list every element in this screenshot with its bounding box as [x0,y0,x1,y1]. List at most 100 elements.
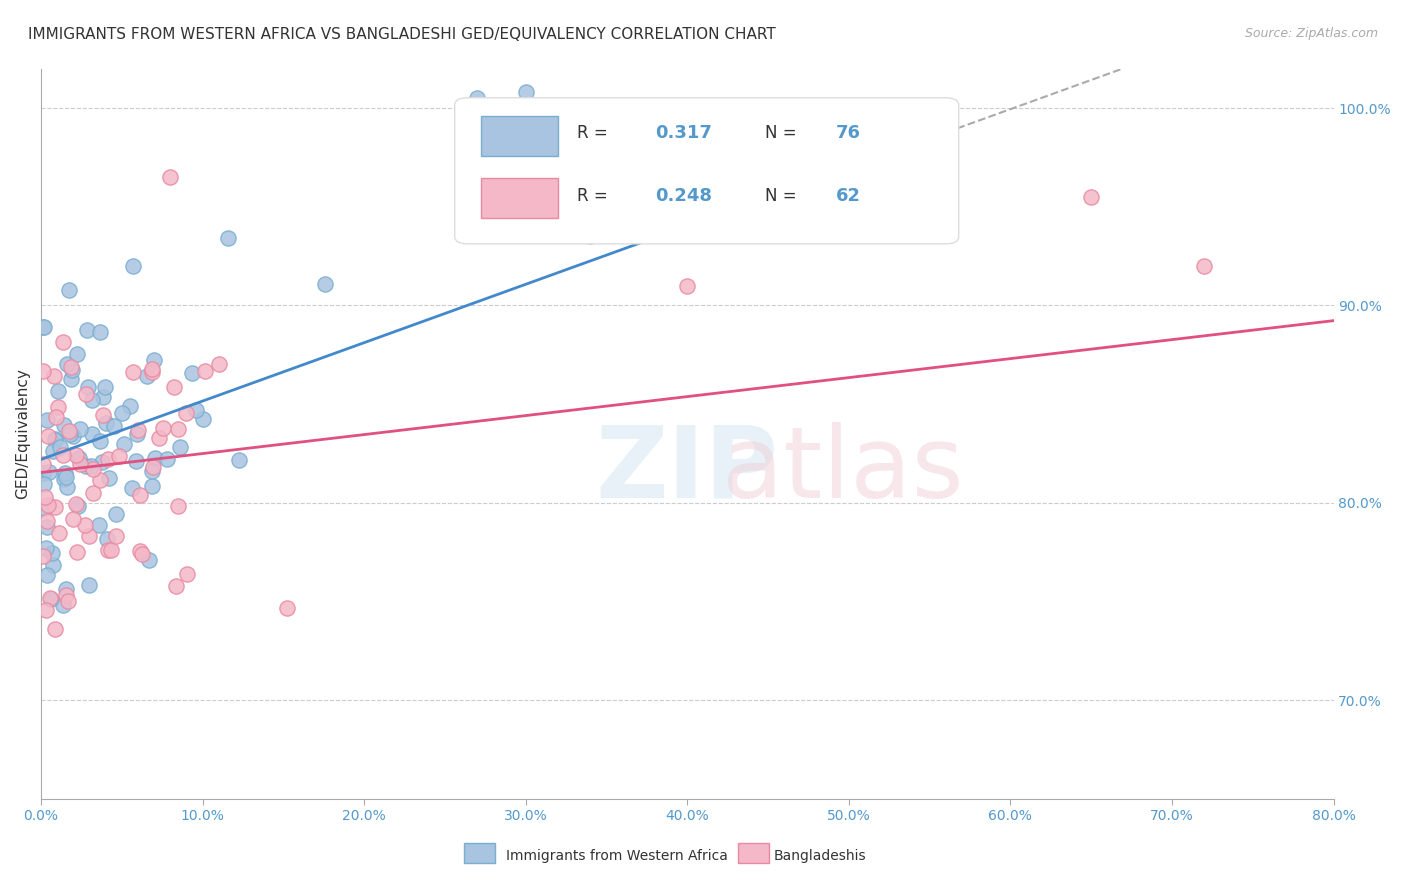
Immigrants from Western Africa [41,546,63,560]
Immigrants from Western Africa [465,91,488,105]
Bangladeshis [159,170,181,185]
Immigrants from Western Africa [120,399,142,413]
Bangladeshis [75,386,97,401]
Bangladeshis [35,514,58,528]
Immigrants from Western Africa [94,416,117,430]
Bangladeshis [89,473,111,487]
Bangladeshis [69,457,91,471]
Immigrants from Western Africa [138,553,160,567]
Immigrants from Western Africa [143,353,166,368]
Immigrants from Western Africa [191,412,214,426]
Bangladeshis [141,362,163,376]
Immigrants from Western Africa [55,582,77,596]
Immigrants from Western Africa [55,480,77,494]
Immigrants from Western Africa [217,231,239,245]
Text: ZIP: ZIP [596,422,779,519]
Bangladeshis [44,622,66,636]
Bangladeshis [91,409,114,423]
Immigrants from Western Africa [96,532,118,546]
Immigrants from Western Africa [67,450,90,465]
Immigrants from Western Africa [49,441,72,455]
Immigrants from Western Africa [31,320,53,334]
Bangladeshis [58,424,80,438]
Bangladeshis [141,365,163,379]
Bangladeshis [148,431,170,445]
Bar [481,178,558,219]
Immigrants from Western Africa [141,464,163,478]
Immigrants from Western Africa [91,454,114,468]
Immigrants from Western Africa [31,466,53,480]
Immigrants from Western Africa [79,458,101,473]
Immigrants from Western Africa [184,403,207,417]
Bangladeshis [208,357,231,371]
Bangladeshis [131,548,153,562]
Immigrants from Western Africa [89,434,111,448]
Bangladeshis [35,603,58,617]
Bangladeshis [44,369,66,384]
Immigrants from Western Africa [37,519,59,533]
Immigrants from Western Africa [69,422,91,436]
Bangladeshis [77,529,100,543]
Immigrants from Western Africa [37,567,59,582]
Immigrants from Western Africa [80,427,103,442]
Immigrants from Western Africa [62,429,84,443]
Immigrants from Western Africa [62,363,84,377]
Immigrants from Western Africa [66,347,89,361]
Immigrants from Western Africa [32,319,55,334]
Immigrants from Western Africa [52,472,75,486]
Immigrants from Western Africa [169,440,191,454]
Bangladeshis [276,600,298,615]
Bangladeshis [107,449,129,463]
Immigrants from Western Africa [77,578,100,592]
Immigrants from Western Africa [42,558,65,573]
Immigrants from Western Africa [91,390,114,404]
Bangladeshis [31,364,53,378]
Immigrants from Western Africa [180,366,202,380]
Text: N =: N = [765,187,801,205]
Immigrants from Western Africa [42,444,65,458]
Immigrants from Western Africa [53,418,76,433]
Bangladeshis [82,486,104,500]
Bar [481,116,558,156]
Immigrants from Western Africa [143,450,166,465]
Bangladeshis [52,448,75,462]
Text: R =: R = [578,187,613,205]
Immigrants from Western Africa [66,499,89,513]
Bangladeshis [32,549,55,564]
Immigrants from Western Africa [44,432,66,446]
Bangladeshis [579,229,602,244]
Immigrants from Western Africa [82,393,104,408]
Immigrants from Western Africa [314,277,336,291]
Bangladeshis [97,451,120,466]
Immigrants from Western Africa [141,479,163,493]
Bangladeshis [48,526,70,541]
Immigrants from Western Africa [121,482,143,496]
Immigrants from Western Africa [32,477,55,491]
Bangladeshis [65,448,87,462]
Bangladeshis [96,542,118,557]
Bangladeshis [37,498,59,512]
Bangladeshis [128,488,150,502]
Immigrants from Western Africa [58,283,80,297]
Text: 0.317: 0.317 [655,124,711,142]
Text: Immigrants from Western Africa: Immigrants from Western Africa [506,849,728,863]
Bangladeshis [142,459,165,474]
Text: atlas: atlas [721,422,963,519]
Immigrants from Western Africa [125,454,148,468]
FancyBboxPatch shape [454,98,959,244]
Bangladeshis [100,542,122,557]
Immigrants from Western Africa [156,452,179,467]
Immigrants from Western Africa [515,85,537,99]
Text: R =: R = [578,124,613,142]
Immigrants from Western Africa [76,380,98,394]
Immigrants from Western Africa [38,465,60,479]
Immigrants from Western Africa [53,466,76,480]
Text: N =: N = [765,124,801,142]
Bangladeshis [194,363,217,377]
Text: IMMIGRANTS FROM WESTERN AFRICA VS BANGLADESHI GED/EQUIVALENCY CORRELATION CHART: IMMIGRANTS FROM WESTERN AFRICA VS BANGLA… [28,27,776,42]
Bangladeshis [1080,190,1102,204]
Bar [464,843,495,863]
Immigrants from Western Africa [35,413,58,427]
Bangladeshis [167,422,190,436]
Bangladeshis [62,511,84,525]
